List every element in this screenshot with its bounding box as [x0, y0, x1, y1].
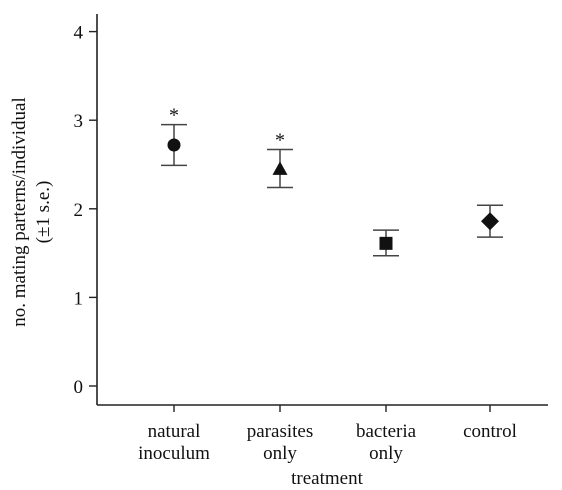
x-category-label-line2: only	[369, 443, 403, 464]
significance-annotation: *	[169, 105, 179, 127]
x-category-labels: naturalinoculumparasitesonlybacteriaonly…	[138, 405, 517, 464]
y-axis-title: no. mating parterns/individual	[9, 97, 30, 327]
x-category-label-line2: inoculum	[138, 443, 210, 464]
significance-annotation: *	[275, 129, 285, 151]
data-point-square	[379, 236, 393, 250]
y-ticks: 0 1 2 3 4	[74, 23, 97, 398]
data-point-triangle	[272, 161, 288, 175]
x-category-label-line2: only	[263, 443, 297, 464]
y-tick-label: 4	[74, 23, 84, 44]
x-axis-title: treatment	[291, 468, 363, 489]
y-tick-label: 0	[74, 377, 84, 398]
x-category-label: natural	[148, 421, 201, 442]
x-category-label: control	[463, 421, 517, 442]
y-tick-label: 3	[74, 111, 84, 132]
data-series: **	[161, 105, 503, 257]
data-point-diamond	[481, 212, 499, 231]
y-axis-subtitle: (±1 s.e.)	[33, 181, 54, 244]
x-category-label: bacteria	[356, 421, 417, 442]
y-tick-label: 1	[74, 288, 84, 309]
axes	[96, 14, 548, 406]
y-tick-label: 2	[74, 200, 84, 221]
x-category-label: parasites	[247, 421, 313, 442]
data-point-circle	[167, 138, 181, 152]
